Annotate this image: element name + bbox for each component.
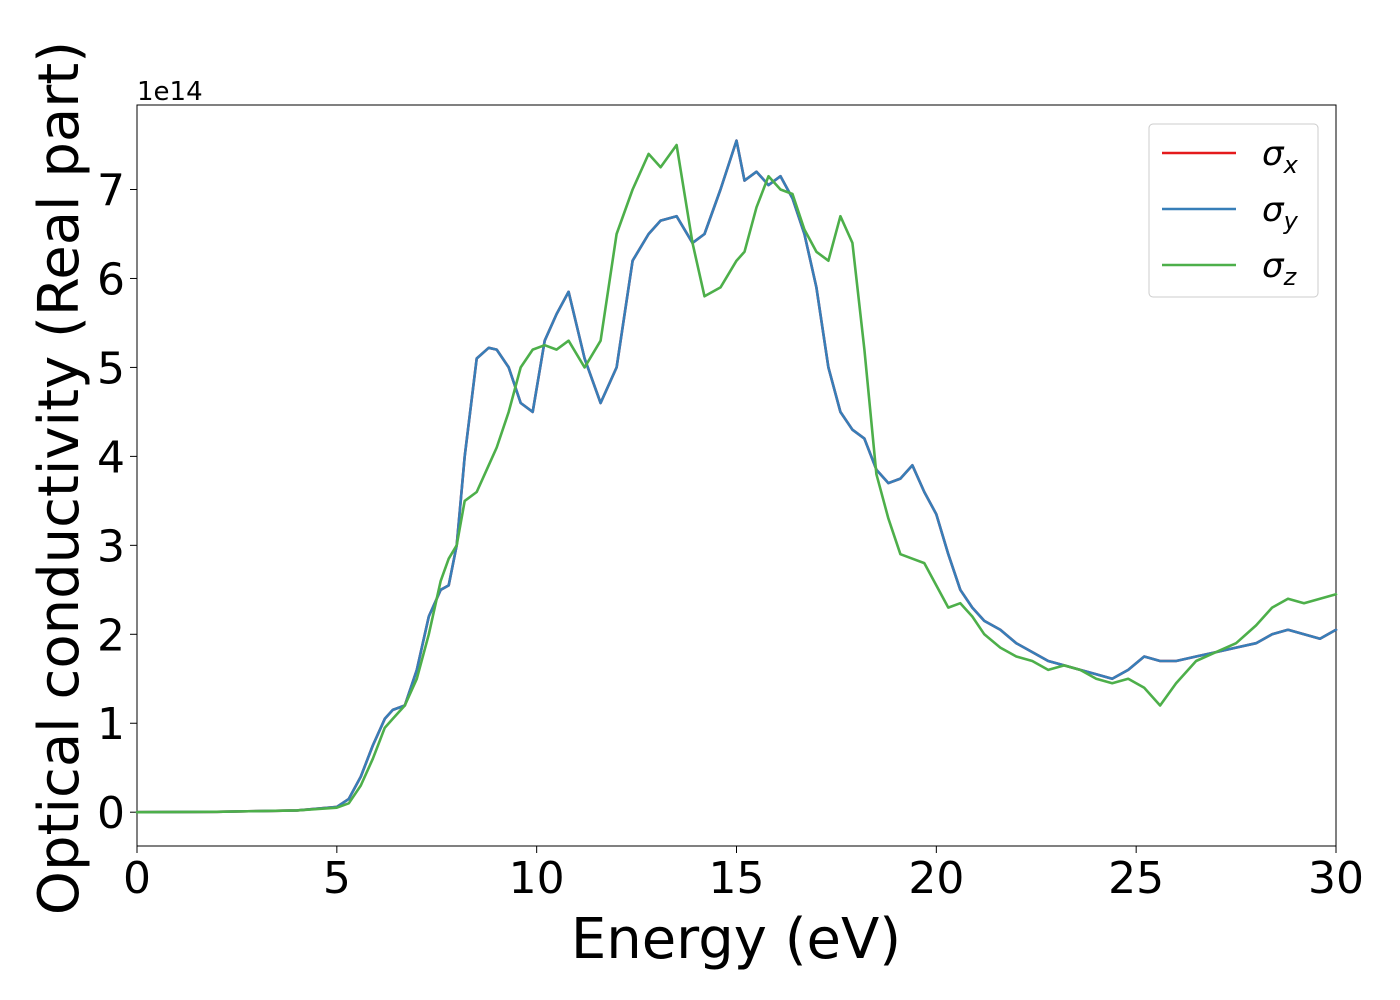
y-tick-label: 6	[97, 254, 125, 305]
series-line-z	[135, 143, 1338, 814]
y-tick-label: 5	[97, 343, 125, 394]
x-tick-label: 0	[123, 853, 151, 904]
y-axis: 0 1 2 3 4 5 6 7	[97, 166, 137, 839]
legend-label-y: σy	[1262, 190, 1299, 235]
x-axis: 0 5 10 15 20 25 30	[123, 846, 1364, 904]
x-tick-label: 15	[709, 853, 765, 904]
legend-label-x: σx	[1262, 134, 1299, 179]
legend-label-z: σz	[1262, 246, 1298, 291]
y-axis-label: Optical conductivity (Real part)	[27, 41, 92, 915]
y-tick-label: 4	[97, 432, 125, 483]
legend-box	[1148, 123, 1319, 298]
y-tick-label: 3	[97, 521, 125, 572]
series-lines	[135, 139, 1338, 814]
y-tick-label: 2	[97, 610, 125, 661]
x-tick-label: 10	[509, 853, 565, 904]
y-tick-label: 1	[97, 699, 125, 750]
x-axis-label: Energy (eV)	[571, 907, 901, 972]
x-tick-label: 25	[1108, 853, 1164, 904]
legend: σx σy σz	[1148, 123, 1319, 298]
x-tick-label: 20	[908, 853, 964, 904]
series-line-y	[135, 139, 1338, 814]
y-tick-label: 7	[97, 166, 125, 217]
x-tick-label: 5	[323, 853, 351, 904]
y-offset-label: 1e14	[137, 77, 203, 107]
x-tick-label: 30	[1308, 853, 1364, 904]
y-tick-label: 0	[97, 788, 125, 839]
